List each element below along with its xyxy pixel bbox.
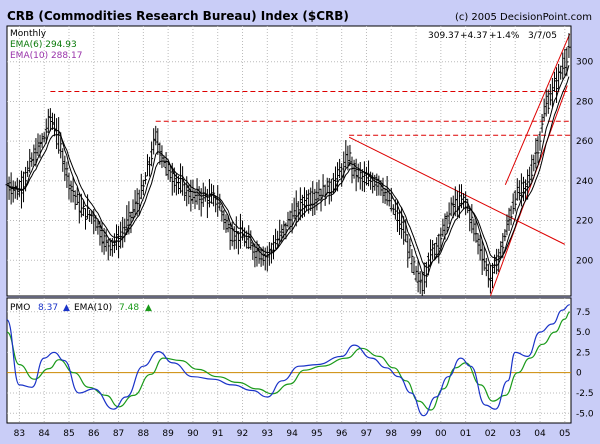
pmo-y-tick-label: -5.0 bbox=[576, 409, 594, 419]
period-label: Monthly bbox=[10, 29, 47, 39]
price-grid bbox=[7, 26, 571, 296]
ema10-line bbox=[6, 76, 570, 268]
x-tick-label: 02 bbox=[485, 429, 496, 439]
price-y-tick-label: 240 bbox=[576, 177, 593, 187]
pmo-legend-value: 8.37 bbox=[38, 303, 58, 313]
x-tick-label: 92 bbox=[237, 429, 248, 439]
pmo-y-tick-label: 5.0 bbox=[576, 328, 591, 338]
price-y-tick-label: 200 bbox=[576, 256, 593, 266]
up-channel-lower-line bbox=[489, 85, 568, 297]
pmo-arrow-icon: ▲ bbox=[63, 303, 70, 313]
pmo-lines bbox=[6, 304, 571, 417]
price-ema-lines bbox=[6, 65, 570, 277]
ema6-legend: EMA(6) 294.93 bbox=[10, 40, 77, 50]
x-tick-label: 01 bbox=[460, 429, 471, 439]
x-tick-label: 88 bbox=[138, 429, 150, 439]
pmo-y-tick-label: 7.5 bbox=[576, 308, 590, 318]
x-tick-label: 95 bbox=[311, 429, 322, 439]
pmo-legend-name: PMO bbox=[10, 303, 30, 313]
x-tick-label: 94 bbox=[286, 429, 298, 439]
pmo-ema-legend-value: 7.48 bbox=[119, 303, 139, 313]
quote-last: 309.37 bbox=[428, 31, 460, 41]
ema6-line bbox=[6, 65, 570, 277]
x-tick-label: 90 bbox=[187, 429, 199, 439]
quote-date: 3/7/05 bbox=[528, 31, 557, 41]
price-bars bbox=[5, 33, 571, 297]
x-tick-label: 98 bbox=[386, 429, 398, 439]
x-tick-label: 03 bbox=[509, 429, 520, 439]
chart-title: CRB (Commodities Research Bureau) Index … bbox=[7, 9, 349, 23]
pmo-ema10-line bbox=[6, 311, 571, 411]
x-tick-label: 83 bbox=[14, 429, 25, 439]
price-y-tick-label: 260 bbox=[576, 137, 593, 147]
pmo-y-tick-label: 0 bbox=[576, 369, 582, 379]
x-tick-label: 97 bbox=[361, 429, 372, 439]
pmo-y-tick-label: 2.5 bbox=[576, 348, 590, 358]
x-tick-label: 91 bbox=[212, 429, 223, 439]
price-y-axis: 200 220 240 260 280 300 bbox=[576, 58, 593, 267]
price-panel bbox=[6, 25, 572, 297]
pmo-ema-legend-name: EMA(10) bbox=[74, 303, 112, 313]
copyright-text: (c) 2005 DecisionPoint.com bbox=[455, 12, 592, 23]
x-tick-label: 86 bbox=[88, 429, 100, 439]
price-y-tick-label: 220 bbox=[576, 217, 593, 227]
x-tick-label: 05 bbox=[559, 429, 570, 439]
x-tick-label: 96 bbox=[336, 429, 348, 439]
up-channel-upper-line bbox=[504, 33, 571, 186]
x-tick-label: 93 bbox=[262, 429, 273, 439]
x-tick-label: 00 bbox=[435, 429, 447, 439]
x-tick-label: 04 bbox=[534, 429, 546, 439]
x-tick-label: 99 bbox=[410, 429, 422, 439]
x-tick-label: 87 bbox=[113, 429, 124, 439]
quote-change-pct: +1.4% bbox=[489, 31, 520, 41]
x-tick-label: 84 bbox=[38, 429, 50, 439]
x-tick-label: 85 bbox=[63, 429, 74, 439]
pmo-panel bbox=[6, 297, 572, 424]
pmo-grid bbox=[7, 298, 571, 423]
price-y-tick-label: 300 bbox=[576, 58, 593, 68]
x-axis-labels: 83 84 85 86 87 88 89 90 91 92 93 94 95 96 97 98 99 00 01 02… bbox=[14, 429, 571, 439]
pmo-line bbox=[6, 304, 570, 417]
pmo-ema-arrow-icon: ▲ bbox=[145, 303, 152, 313]
ema10-legend: EMA(10) 288.17 bbox=[10, 51, 82, 61]
pmo-y-axis: -5.0 -2.5 0 2.5 5.0 7.5 bbox=[576, 308, 594, 419]
x-tick-label: 89 bbox=[162, 429, 174, 439]
pmo-y-tick-label: -2.5 bbox=[576, 389, 594, 399]
price-y-tick-label: 280 bbox=[576, 97, 593, 107]
quote-change: +4.37 bbox=[460, 31, 488, 41]
